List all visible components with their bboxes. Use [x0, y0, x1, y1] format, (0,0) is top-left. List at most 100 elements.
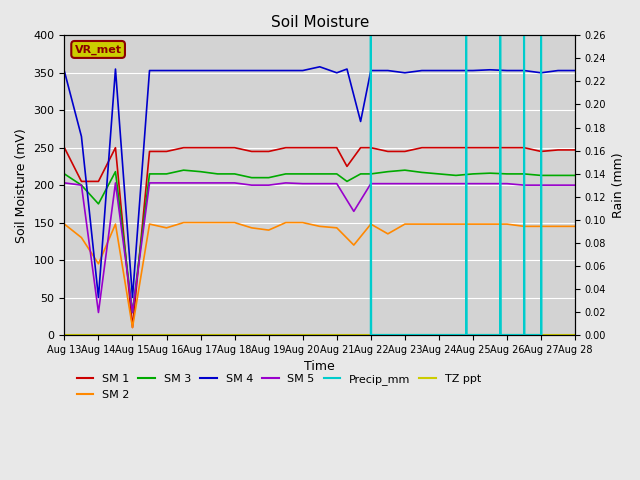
SM 3 [452, 172, 460, 178]
SM 2 [469, 221, 477, 227]
SM 3 [299, 171, 307, 177]
SM 2 [572, 224, 579, 229]
SM 2 [111, 221, 119, 227]
Precip_mm [538, 332, 545, 338]
SM 1 [452, 145, 460, 151]
SM 3 [356, 171, 364, 177]
SM 4 [180, 68, 188, 73]
SM 4 [503, 68, 511, 73]
SM 4 [316, 64, 324, 70]
Line: SM 1: SM 1 [65, 148, 575, 327]
SM 3 [343, 179, 351, 184]
SM 2 [401, 221, 409, 227]
SM 4 [265, 68, 273, 73]
SM 1 [520, 145, 528, 151]
SM 3 [111, 169, 119, 175]
Line: SM 4: SM 4 [65, 67, 575, 298]
SM 5 [163, 180, 170, 186]
SM 1 [469, 145, 477, 151]
SM 4 [248, 68, 255, 73]
SM 4 [469, 68, 477, 73]
SM 3 [95, 201, 102, 207]
SM 4 [384, 68, 392, 73]
SM 5 [299, 181, 307, 187]
SM 1 [77, 179, 85, 184]
SM 4 [61, 69, 68, 74]
SM 5 [77, 182, 85, 188]
Precip_mm [497, 33, 504, 38]
SM 3 [435, 171, 443, 177]
SM 2 [503, 221, 511, 227]
SM 1 [367, 145, 374, 151]
SM 3 [146, 171, 154, 177]
SM 5 [95, 310, 102, 315]
SM 3 [401, 168, 409, 173]
SM 3 [265, 175, 273, 180]
SM 5 [384, 181, 392, 187]
SM 1 [435, 145, 443, 151]
Line: SM 5: SM 5 [65, 183, 575, 312]
SM 3 [384, 169, 392, 175]
SM 1 [486, 145, 494, 151]
Precip_mm [537, 332, 545, 338]
SM 4 [343, 66, 351, 72]
Precip_mm [367, 332, 375, 338]
SM 2 [350, 242, 358, 248]
SM 4 [435, 68, 443, 73]
SM 1 [111, 145, 119, 151]
SM 3 [486, 170, 494, 176]
SM 4 [146, 68, 154, 73]
SM 5 [452, 181, 460, 187]
Legend: SM 1, SM 2, SM 3, SM 4, SM 5, Precip_mm, TZ ppt: SM 1, SM 2, SM 3, SM 4, SM 5, Precip_mm,… [72, 370, 486, 404]
SM 5 [350, 208, 358, 214]
SM 5 [129, 310, 136, 315]
SM 4 [214, 68, 221, 73]
SM 1 [214, 145, 221, 151]
Precip_mm [520, 332, 528, 338]
SM 4 [95, 295, 102, 300]
SM 3 [537, 172, 545, 178]
SM 5 [435, 181, 443, 187]
SM 4 [77, 133, 85, 139]
SM 2 [554, 224, 562, 229]
SM 2 [367, 221, 374, 227]
SM 5 [111, 180, 119, 186]
SM 1 [401, 148, 409, 154]
SM 4 [486, 67, 494, 72]
SM 4 [111, 66, 119, 72]
SM 5 [486, 181, 494, 187]
SM 3 [61, 171, 68, 177]
SM 3 [282, 171, 289, 177]
SM 4 [554, 68, 562, 73]
SM 2 [95, 261, 102, 267]
SM 1 [356, 145, 364, 151]
SM 1 [61, 145, 68, 151]
SM 4 [196, 68, 204, 73]
SM 2 [520, 224, 528, 229]
SM 2 [537, 224, 545, 229]
SM 2 [61, 221, 68, 227]
Text: VR_met: VR_met [75, 44, 122, 55]
Precip_mm [497, 332, 504, 338]
Line: SM 3: SM 3 [65, 170, 575, 312]
SM 2 [231, 220, 239, 226]
SM 1 [196, 145, 204, 151]
SM 3 [316, 171, 324, 177]
SM 1 [537, 148, 545, 154]
SM 5 [503, 181, 511, 187]
SM 1 [248, 148, 255, 154]
SM 5 [146, 180, 154, 186]
SM 5 [214, 180, 221, 186]
SM 3 [248, 175, 255, 180]
SM 2 [146, 221, 154, 227]
Y-axis label: Rain (mm): Rain (mm) [612, 152, 625, 218]
SM 2 [180, 220, 188, 226]
SM 1 [265, 148, 273, 154]
SM 5 [265, 182, 273, 188]
SM 1 [316, 145, 324, 151]
SM 2 [435, 221, 443, 227]
SM 1 [163, 148, 170, 154]
SM 2 [384, 231, 392, 237]
SM 2 [333, 225, 340, 231]
SM 3 [77, 182, 85, 188]
